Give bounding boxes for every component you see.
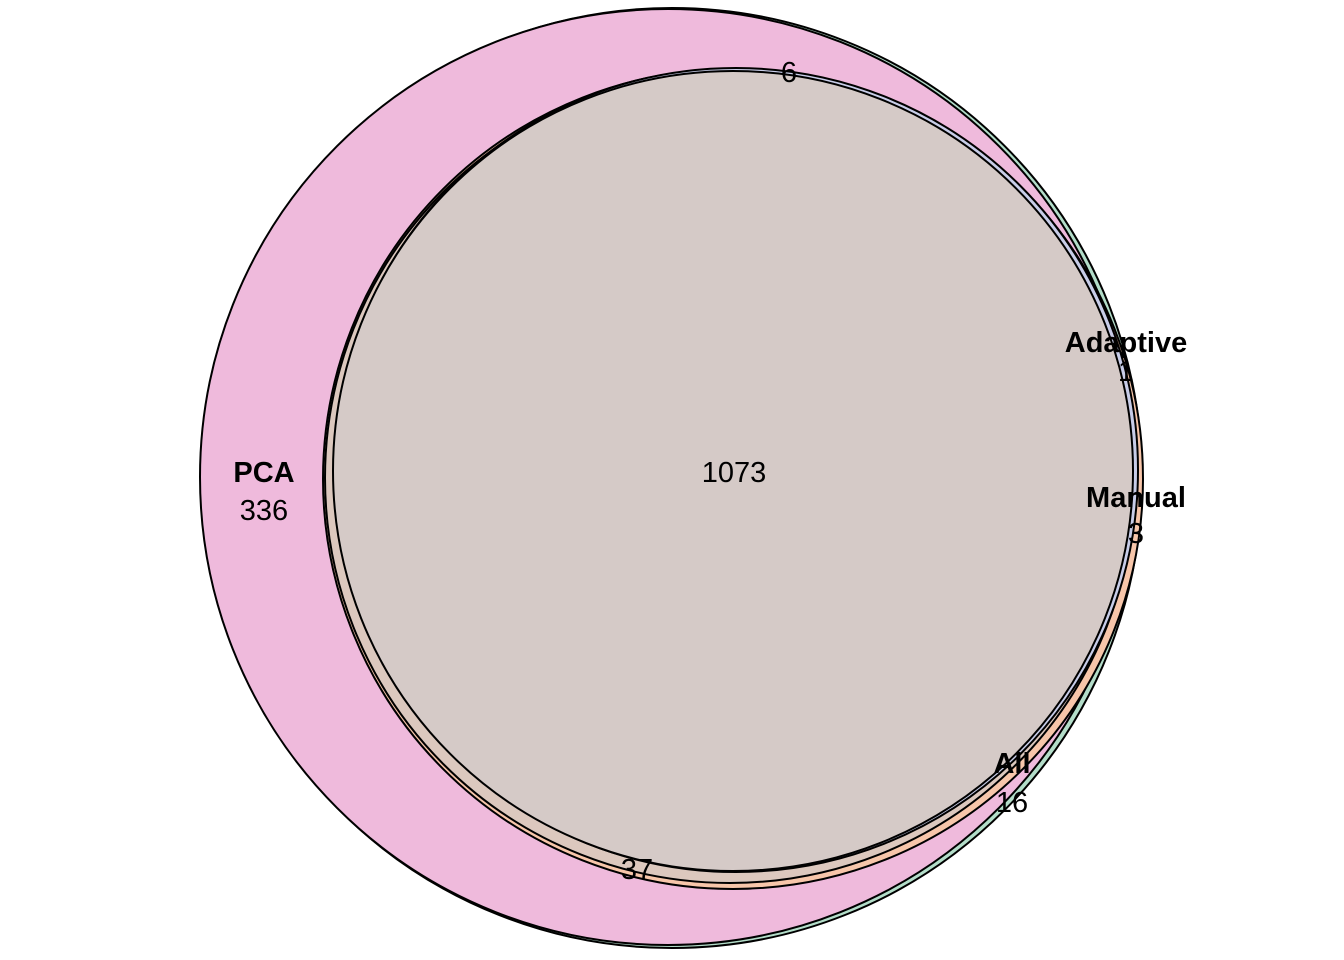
count-adaptive: 1 (1118, 356, 1134, 388)
set-label-manual: Manual (1086, 482, 1186, 514)
set-label-all: All (993, 748, 1030, 780)
count-pca-only: 336 (240, 495, 288, 527)
count-bottom: 37 (621, 854, 653, 886)
set-label-adaptive: Adaptive (1065, 327, 1187, 359)
set-label-pca: PCA (233, 457, 294, 489)
central-intersection (332, 70, 1134, 872)
count-manual: 3 (1128, 518, 1144, 550)
count-all: 16 (996, 787, 1028, 819)
count-center: 1073 (702, 457, 767, 489)
count-top: 6 (781, 57, 797, 89)
